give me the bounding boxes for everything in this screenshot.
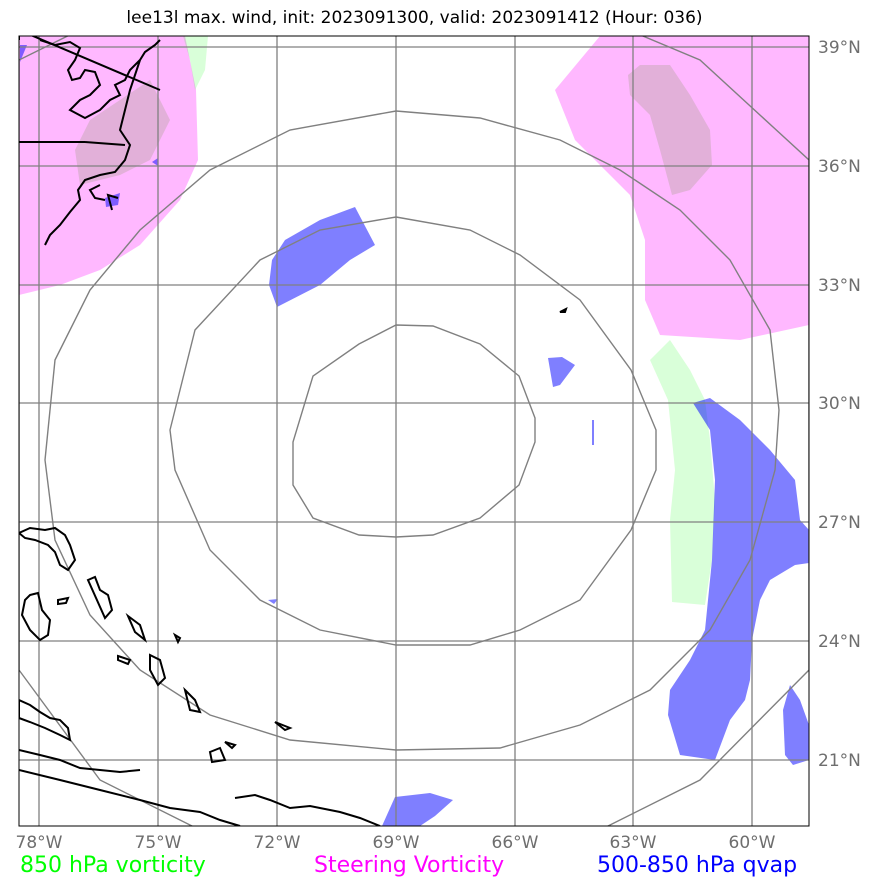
latitude-labels: 39°N 36°N 33°N 30°N 27°N 24°N 21°N <box>818 38 861 771</box>
lat-label-33n: 33°N <box>818 276 861 296</box>
lon-label-66w: 66°W <box>492 833 539 853</box>
lat-label-27n: 27°N <box>818 513 861 533</box>
range-rings <box>19 36 809 826</box>
legend-850-hpa-vorticity: 850 hPa vorticity <box>20 853 206 878</box>
coastlines <box>19 36 568 826</box>
lat-label-21n: 21°N <box>818 751 861 771</box>
lat-label-30n: 30°N <box>818 394 861 414</box>
plot-frame <box>18 35 810 827</box>
lat-label-39n: 39°N <box>818 38 861 58</box>
lon-label-69w: 69°W <box>373 833 420 853</box>
lat-label-36n: 36°N <box>818 157 861 177</box>
lon-label-78w: 78°W <box>16 833 63 853</box>
legend-steering-vorticity: Steering Vorticity <box>314 853 505 878</box>
lon-label-63w: 63°W <box>610 833 657 853</box>
map-title: lee13l max. wind, init: 2023091300, vali… <box>126 8 703 28</box>
lon-label-72w: 72°W <box>254 833 301 853</box>
longitude-labels: 78°W 75°W 72°W 69°W 66°W 63°W 60°W <box>16 833 776 853</box>
lat-label-24n: 24°N <box>818 632 861 652</box>
lon-label-75w: 75°W <box>135 833 182 853</box>
legend-qvap: 500-850 hPa qvap <box>597 853 798 878</box>
lon-label-60w: 60°W <box>729 833 776 853</box>
